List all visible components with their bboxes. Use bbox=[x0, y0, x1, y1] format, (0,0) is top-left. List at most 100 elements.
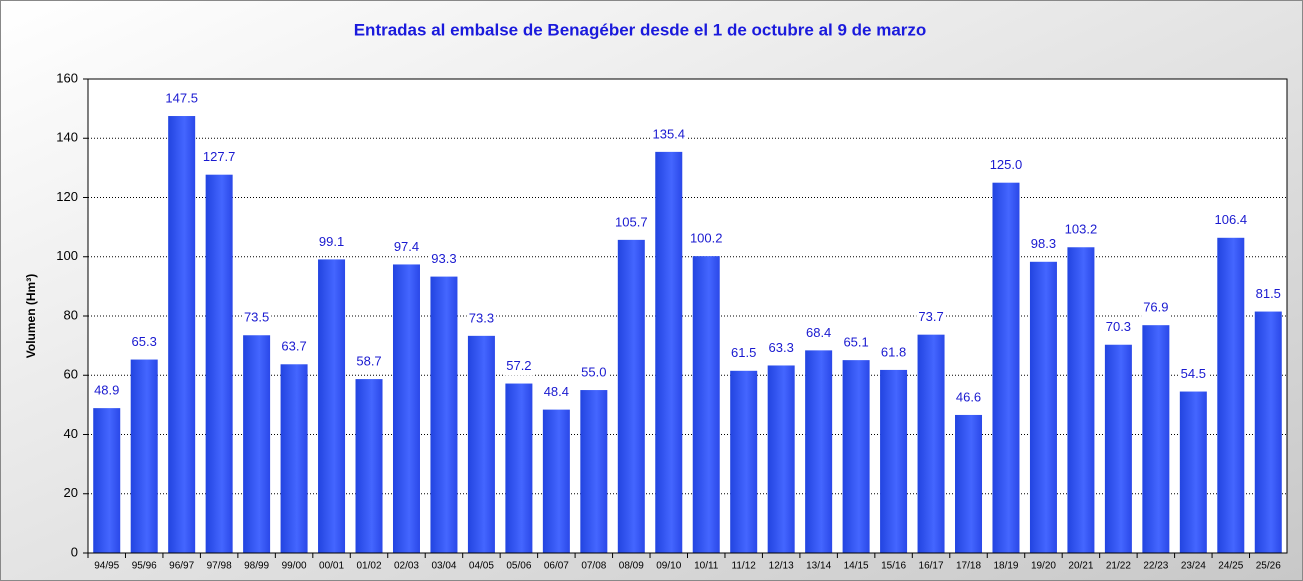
bar bbox=[392, 264, 420, 553]
value-label: 125.0 bbox=[990, 157, 1023, 172]
bar bbox=[692, 256, 720, 553]
value-label: 54.5 bbox=[1181, 366, 1206, 381]
value-label: 63.7 bbox=[281, 339, 306, 354]
value-label-bg bbox=[916, 308, 946, 327]
value-label: 105.7 bbox=[615, 214, 648, 229]
x-tick-label: 00/01 bbox=[319, 561, 344, 572]
x-tick-label: 05/06 bbox=[506, 561, 531, 572]
x-tick-label: 12/13 bbox=[769, 561, 794, 572]
value-label-bg bbox=[841, 334, 871, 353]
x-tick-label: 24/25 bbox=[1218, 561, 1243, 572]
value-label-bg bbox=[541, 383, 572, 402]
value-label-bg bbox=[953, 388, 984, 407]
value-label: 70.3 bbox=[1106, 319, 1131, 334]
value-label-bg bbox=[1062, 221, 1100, 240]
x-tick-label: 99/00 bbox=[282, 561, 307, 572]
value-label-bg bbox=[613, 213, 650, 232]
bar bbox=[992, 182, 1020, 553]
x-tick-label: 07/08 bbox=[581, 561, 606, 572]
x-tick-label: 11/12 bbox=[732, 561, 757, 572]
value-label: 65.1 bbox=[843, 335, 868, 350]
x-tick-label: 18/19 bbox=[993, 561, 1018, 572]
value-label-bg bbox=[766, 339, 796, 358]
x-tick-label: 95/96 bbox=[132, 561, 157, 572]
x-tick-label: 02/03 bbox=[394, 561, 419, 572]
x-tick-label: 13/14 bbox=[806, 561, 831, 572]
value-label: 103.2 bbox=[1065, 222, 1098, 237]
value-label: 106.4 bbox=[1215, 212, 1248, 227]
value-label: 100.2 bbox=[690, 231, 723, 246]
value-label: 68.4 bbox=[806, 325, 831, 340]
value-label-bg bbox=[878, 343, 909, 362]
value-label-bg bbox=[354, 353, 384, 372]
bar bbox=[617, 239, 645, 553]
value-label: 61.5 bbox=[731, 345, 756, 360]
bar bbox=[805, 350, 833, 553]
bar bbox=[730, 370, 758, 553]
value-label-bg bbox=[200, 148, 238, 167]
bar bbox=[1254, 311, 1282, 553]
bar bbox=[355, 379, 383, 553]
bar bbox=[93, 408, 121, 553]
value-label: 81.5 bbox=[1256, 286, 1281, 301]
y-tick-label: 140 bbox=[56, 130, 78, 145]
x-tick-label: 22/23 bbox=[1143, 561, 1168, 572]
bar bbox=[1179, 391, 1207, 553]
x-tick-label: 10/11 bbox=[694, 561, 719, 572]
bar bbox=[655, 151, 683, 553]
x-tick-label: 15/16 bbox=[881, 561, 906, 572]
value-label-bg bbox=[504, 357, 534, 376]
x-tick-label: 09/10 bbox=[656, 561, 681, 572]
value-label-bg bbox=[1178, 365, 1208, 384]
y-tick-label: 0 bbox=[71, 544, 78, 559]
value-label: 97.4 bbox=[394, 239, 419, 254]
bar bbox=[1142, 325, 1170, 553]
value-label-bg bbox=[429, 250, 459, 269]
y-tick-label: 20 bbox=[64, 485, 78, 500]
x-tick-label: 23/24 bbox=[1181, 561, 1206, 572]
bar bbox=[1029, 261, 1057, 553]
y-axis-label: Volumen (Hm³) bbox=[24, 274, 38, 358]
x-tick-label: 17/18 bbox=[956, 561, 981, 572]
value-label: 57.2 bbox=[506, 358, 531, 373]
x-tick-label: 16/17 bbox=[919, 561, 944, 572]
value-label: 99.1 bbox=[319, 234, 344, 249]
value-label-bg bbox=[579, 364, 609, 383]
value-label-bg bbox=[241, 309, 272, 328]
x-tick-label: 04/05 bbox=[469, 561, 494, 572]
value-label-bg bbox=[466, 309, 497, 328]
value-label-bg bbox=[92, 382, 122, 401]
value-label: 73.3 bbox=[469, 310, 494, 325]
x-tick-label: 14/15 bbox=[844, 561, 869, 572]
value-label: 65.3 bbox=[132, 334, 157, 349]
value-label-bg bbox=[391, 238, 422, 257]
value-label-bg bbox=[1028, 235, 1059, 254]
value-label: 147.5 bbox=[165, 90, 198, 105]
bar bbox=[505, 383, 533, 553]
y-tick-label: 40 bbox=[64, 426, 78, 441]
x-tick-label: 21/22 bbox=[1106, 561, 1131, 572]
value-label-bg bbox=[687, 230, 725, 249]
bar bbox=[1217, 237, 1245, 554]
value-label: 48.4 bbox=[544, 384, 569, 399]
value-label: 61.8 bbox=[881, 344, 906, 359]
bar bbox=[1104, 344, 1132, 553]
y-tick-label: 80 bbox=[64, 307, 78, 322]
value-label-bg bbox=[1212, 211, 1250, 230]
bar bbox=[205, 174, 233, 553]
value-label-bg bbox=[987, 156, 1025, 175]
bar bbox=[430, 276, 458, 553]
value-label-bg bbox=[1253, 285, 1283, 304]
y-tick-label: 100 bbox=[56, 248, 78, 263]
x-tick-label: 01/02 bbox=[357, 561, 382, 572]
bar bbox=[580, 390, 608, 553]
value-label: 73.5 bbox=[244, 310, 269, 325]
value-label: 127.7 bbox=[203, 149, 236, 164]
value-label-bg bbox=[279, 338, 309, 357]
value-label-bg bbox=[1103, 318, 1134, 337]
value-label: 58.7 bbox=[356, 354, 381, 369]
value-label: 98.3 bbox=[1031, 236, 1056, 251]
x-tick-label: 25/26 bbox=[1256, 561, 1281, 572]
bar bbox=[1067, 247, 1095, 553]
